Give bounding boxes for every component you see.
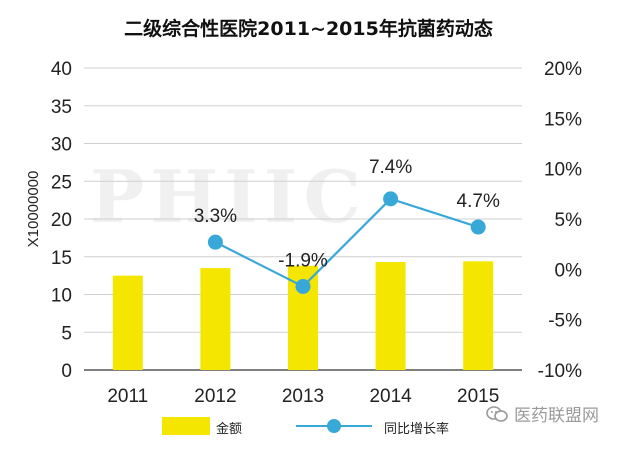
legend-label-bar: 金额 [216,421,242,437]
legend-swatch-bar [162,417,210,435]
bar [463,261,494,370]
bar [375,262,406,370]
chart-title: 二级综合性医院2011~2015年抗菌药动态 [124,18,493,40]
data-label: 7.4% [369,157,412,178]
legend-marker [327,419,341,433]
data-label: -1.9% [278,250,328,271]
growth-line [214,197,479,288]
watermark-background-text: PHIIC [90,154,367,239]
y2-tick-label: -10% [538,361,582,382]
y2-tick-label: 10% [544,160,582,181]
growth-point [207,234,223,250]
growth-point [295,278,311,294]
data-label: 4.7% [457,191,500,212]
watermark-text: 医药联盟网 [514,406,599,426]
x-tick-label: 2013 [282,386,324,407]
y2-tick-label: 0% [555,260,583,281]
y-tick-label: 35 [51,97,72,118]
data-label: 3.3% [194,206,237,227]
y-tick-label: 15 [51,248,72,269]
x-tick-label: 2015 [457,386,499,407]
growth-point [470,219,486,235]
x-tick-label: 2011 [107,386,148,407]
x-tick-label: 2012 [194,386,236,407]
y2-tick-label: 15% [544,109,582,130]
wechat-icon [486,405,508,422]
growth-point [383,191,399,207]
y-tick-label: 20 [51,210,72,231]
y-axis-label: X10000000 [25,171,42,248]
bar [200,268,231,370]
y-tick-label: 5 [61,323,72,344]
y2-tick-label: 20% [544,59,582,80]
y2-tick-label: 5% [555,210,583,231]
bar [112,275,143,370]
y-tick-label: 30 [51,135,72,156]
y2-tick-label: -5% [548,311,582,332]
y-tick-label: 25 [51,172,72,193]
watermark: 医药联盟网 [486,401,599,426]
y-tick-label: 10 [51,286,72,307]
x-tick-label: 2014 [369,386,412,407]
legend-label-line: 同比增长率 [384,421,449,437]
y-tick-label: 0 [61,361,72,382]
y-tick-label: 40 [51,59,72,80]
